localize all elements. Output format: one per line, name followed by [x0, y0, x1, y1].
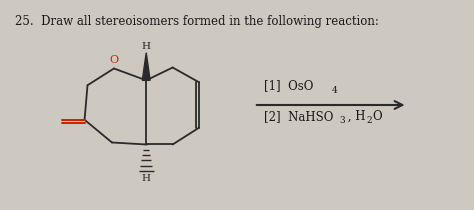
- Text: [2]  NaHSO: [2] NaHSO: [264, 110, 333, 123]
- Polygon shape: [142, 53, 150, 80]
- Text: , H: , H: [344, 110, 365, 123]
- Text: O: O: [109, 55, 118, 64]
- Text: H: H: [142, 174, 151, 183]
- Text: 25.  Draw all stereoisomers formed in the following reaction:: 25. Draw all stereoisomers formed in the…: [15, 15, 379, 28]
- Text: 3: 3: [339, 116, 345, 125]
- Text: [1]  OsO: [1] OsO: [264, 79, 313, 92]
- Text: 2: 2: [366, 116, 372, 125]
- Text: H: H: [142, 42, 151, 51]
- Text: 4: 4: [332, 86, 338, 95]
- Text: O: O: [372, 110, 382, 123]
